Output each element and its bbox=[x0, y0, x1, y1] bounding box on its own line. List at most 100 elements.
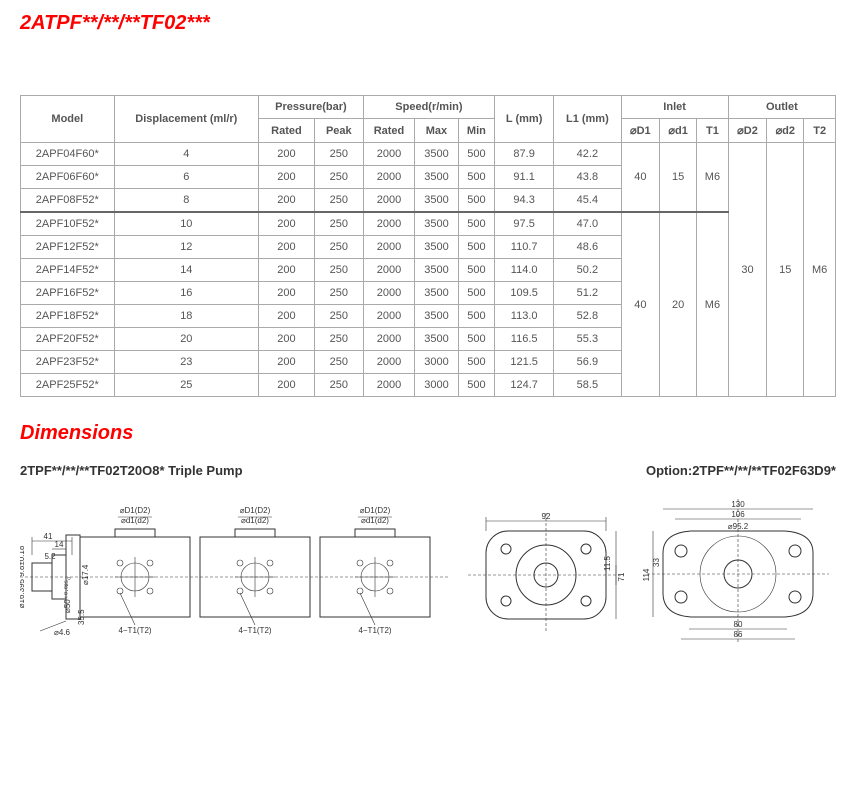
th-L1: L1 (mm) bbox=[554, 96, 621, 143]
dim-114: 114 bbox=[642, 568, 651, 581]
th-pressure: Pressure(bar) bbox=[259, 96, 364, 119]
table-cell: 250 bbox=[314, 236, 363, 259]
dim-355: 35.5 bbox=[77, 609, 86, 625]
table-cell: 42.2 bbox=[554, 143, 621, 166]
table-cell: 200 bbox=[259, 328, 315, 351]
table-cell: 500 bbox=[458, 166, 494, 189]
table-cell: 2000 bbox=[363, 236, 414, 259]
table-cell: 250 bbox=[314, 328, 363, 351]
table-cell: 2000 bbox=[363, 351, 414, 374]
table-cell: 97.5 bbox=[495, 212, 554, 236]
table-cell: 500 bbox=[458, 351, 494, 374]
table-cell: 500 bbox=[458, 328, 494, 351]
table-cell: 250 bbox=[314, 282, 363, 305]
table-cell: 2APF04F60* bbox=[21, 143, 115, 166]
table-cell: 250 bbox=[314, 351, 363, 374]
table-cell: 2APF10F52* bbox=[21, 212, 115, 236]
table-cell: 3500 bbox=[415, 328, 459, 351]
table-cell: 15 bbox=[767, 143, 804, 397]
table-cell: 87.9 bbox=[495, 143, 554, 166]
svg-text:4−T1(T2): 4−T1(T2) bbox=[118, 626, 151, 635]
table-cell: 3000 bbox=[415, 374, 459, 397]
subtitle-row: 2TPF**/**/**TF02T20O8* Triple Pump Optio… bbox=[20, 463, 836, 478]
table-cell: 500 bbox=[458, 305, 494, 328]
table-cell: 2APF18F52* bbox=[21, 305, 115, 328]
table-cell: 200 bbox=[259, 259, 315, 282]
table-cell: 250 bbox=[314, 189, 363, 213]
table-cell: 200 bbox=[259, 305, 315, 328]
table-cell: 200 bbox=[259, 351, 315, 374]
svg-text:⌀D1(D2): ⌀D1(D2) bbox=[360, 506, 391, 515]
table-cell: 91.1 bbox=[495, 166, 554, 189]
table-cell: 47.0 bbox=[554, 212, 621, 236]
table-cell: 250 bbox=[314, 143, 363, 166]
table-cell: 250 bbox=[314, 305, 363, 328]
table-cell: 45.4 bbox=[554, 189, 621, 213]
drawing-flange-front: 92 71 11.5 bbox=[458, 493, 633, 648]
table-cell: 2APF16F52* bbox=[21, 282, 115, 305]
th-outlet: Outlet bbox=[728, 96, 835, 119]
dim-115: 11.5 bbox=[603, 555, 612, 571]
table-cell: 110.7 bbox=[495, 236, 554, 259]
table-cell: 6 bbox=[114, 166, 258, 189]
table-cell: 20 bbox=[114, 328, 258, 351]
dim-80: 80 bbox=[734, 620, 743, 629]
dim-52: 5.2 bbox=[44, 552, 56, 561]
table-cell: 2000 bbox=[363, 305, 414, 328]
table-cell: 250 bbox=[314, 374, 363, 397]
table-cell: 40 bbox=[621, 212, 660, 397]
table-cell: 3500 bbox=[415, 282, 459, 305]
table-cell: 56.9 bbox=[554, 351, 621, 374]
svg-text:⌀d1(d2): ⌀d1(d2) bbox=[121, 516, 149, 525]
table-cell: 250 bbox=[314, 212, 363, 236]
table-cell: 3000 bbox=[415, 351, 459, 374]
table-cell: 25 bbox=[114, 374, 258, 397]
table-cell: 2APF14F52* bbox=[21, 259, 115, 282]
table-cell: 48.6 bbox=[554, 236, 621, 259]
svg-text:⌀d1(d2): ⌀d1(d2) bbox=[361, 516, 389, 525]
table-cell: 2000 bbox=[363, 166, 414, 189]
subtitle-left: 2TPF**/**/**TF02T20O8* Triple Pump bbox=[20, 463, 243, 478]
dim-flange-h: 71 bbox=[617, 572, 626, 581]
table-cell: 200 bbox=[259, 189, 315, 213]
table-row: 2APF04F60*42002502000350050087.942.24015… bbox=[21, 143, 836, 166]
th-L: L (mm) bbox=[495, 96, 554, 143]
table-cell: 200 bbox=[259, 143, 315, 166]
table-cell: 200 bbox=[259, 236, 315, 259]
th-pressure-rated: Rated bbox=[259, 119, 315, 143]
table-cell: 12 bbox=[114, 236, 258, 259]
table-cell: 2APF12F52* bbox=[21, 236, 115, 259]
table-cell: 2000 bbox=[363, 282, 414, 305]
table-cell: 200 bbox=[259, 282, 315, 305]
table-cell: 2APF23F52* bbox=[21, 351, 115, 374]
dim-pilot: ⌀50⁺⁰·⁰²⁵₀ bbox=[63, 577, 72, 613]
table-cell: 3500 bbox=[415, 259, 459, 282]
table-cell: 250 bbox=[314, 166, 363, 189]
table-cell: 200 bbox=[259, 374, 315, 397]
th-D1: ⌀D1 bbox=[621, 119, 660, 143]
dim-14: 14 bbox=[55, 540, 64, 549]
table-cell: 8 bbox=[114, 189, 258, 213]
table-cell: 2000 bbox=[363, 374, 414, 397]
dim-flange-w: 92 bbox=[542, 512, 551, 521]
th-speed-min: Min bbox=[458, 119, 494, 143]
table-cell: 2000 bbox=[363, 212, 414, 236]
th-speed-max: Max bbox=[415, 119, 459, 143]
table-cell: 16 bbox=[114, 282, 258, 305]
th-model: Model bbox=[21, 96, 115, 143]
svg-text:4−T1(T2): 4−T1(T2) bbox=[238, 626, 271, 635]
dimensions-title: Dimensions bbox=[20, 422, 836, 445]
table-cell: M6 bbox=[697, 212, 729, 397]
table-cell: M6 bbox=[697, 143, 729, 213]
table-cell: 113.0 bbox=[495, 305, 554, 328]
svg-text:4−T1(T2): 4−T1(T2) bbox=[358, 626, 391, 635]
table-cell: 500 bbox=[458, 259, 494, 282]
th-D2: ⌀D2 bbox=[728, 119, 767, 143]
table-cell: 500 bbox=[458, 374, 494, 397]
th-d1: ⌀d1 bbox=[660, 119, 697, 143]
dim-shaft-dia: ⌀16.395 9.8±0.18 bbox=[20, 545, 26, 608]
th-T2: T2 bbox=[804, 119, 836, 143]
table-cell: 15 bbox=[660, 143, 697, 213]
table-cell: 2APF20F52* bbox=[21, 328, 115, 351]
table-cell: 2000 bbox=[363, 328, 414, 351]
